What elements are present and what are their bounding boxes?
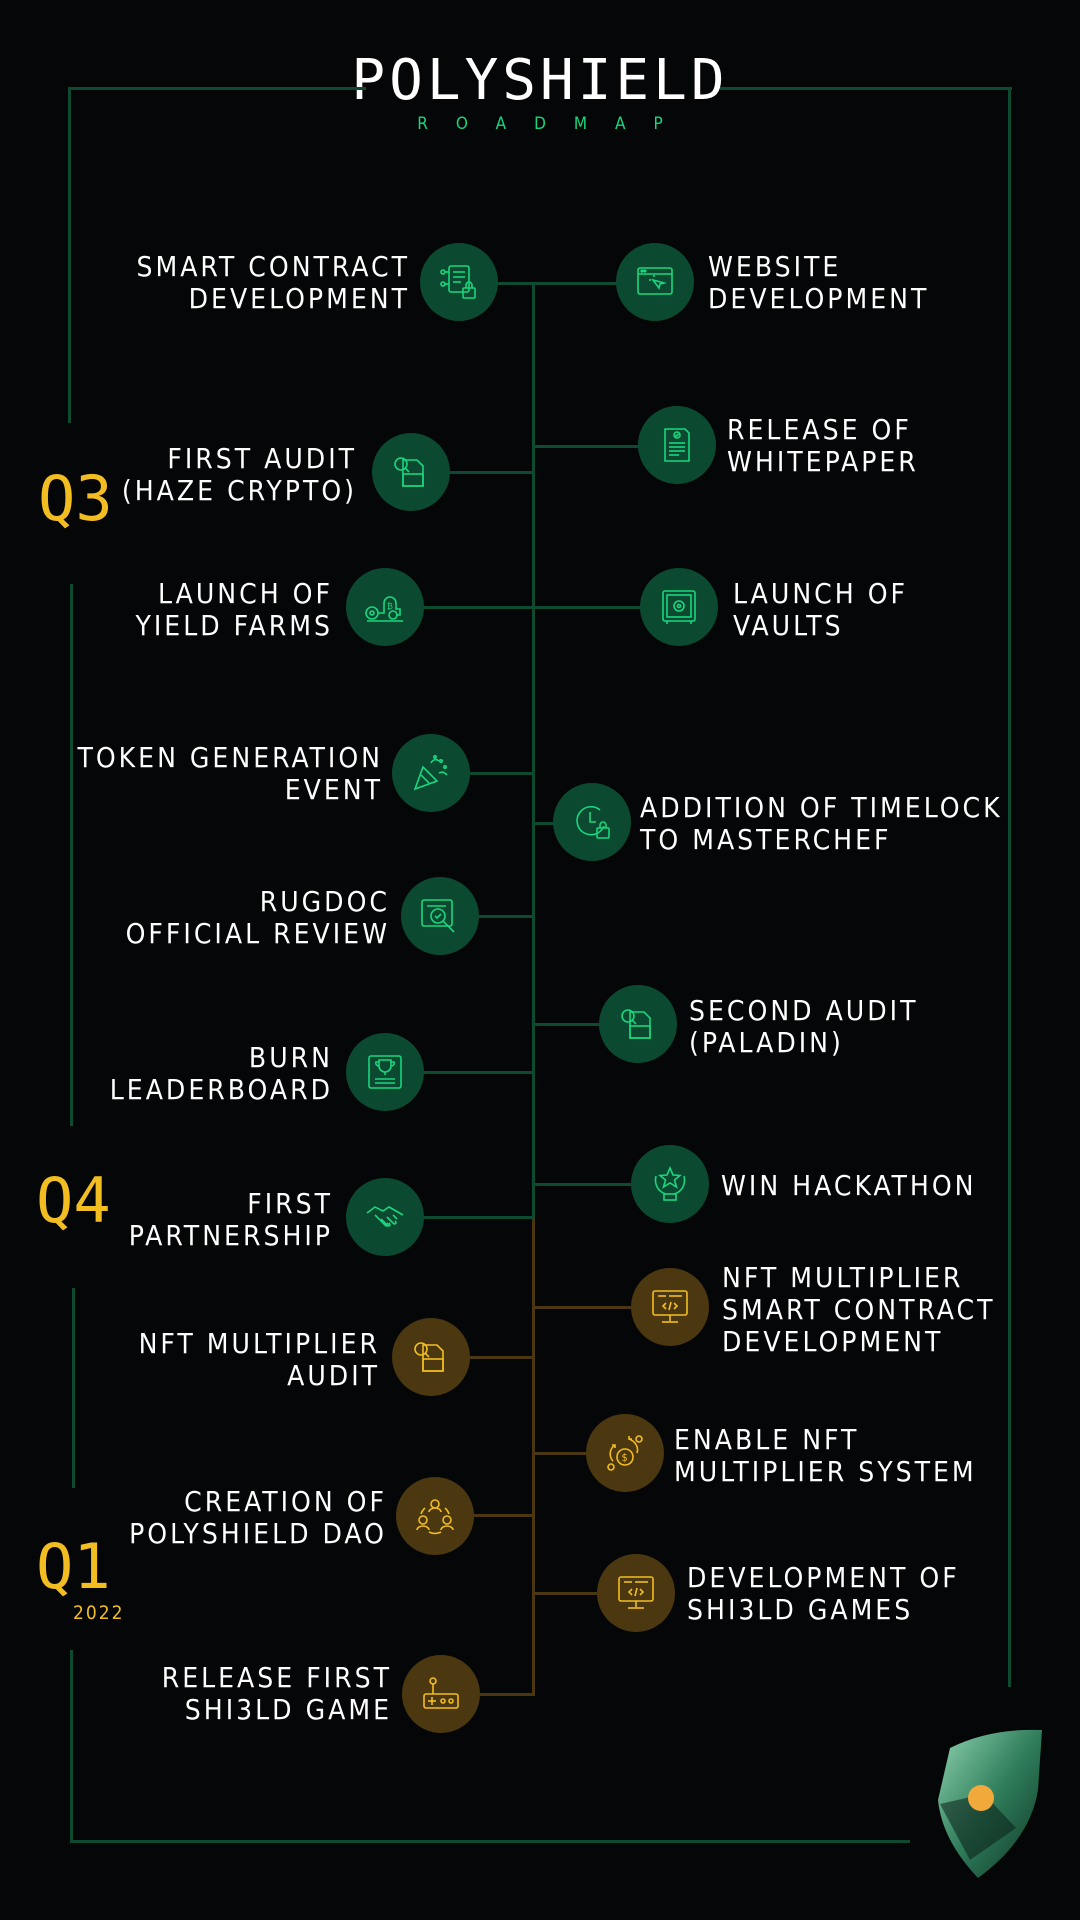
money-growth-icon: $ [586,1414,664,1492]
connector [446,471,534,474]
milestone-label: NFT MULTIPLIER AUDIT [138,1327,380,1392]
audit-icon [599,985,677,1063]
frame-top-left [68,87,366,90]
frame-top-right [720,87,1012,90]
website-icon [616,243,694,321]
connector [533,1306,631,1309]
connector [420,606,644,609]
handshake-icon [346,1178,424,1256]
quarter-q1: Q1 [36,1530,111,1603]
timelock-icon [553,783,631,861]
timeline-spine-gold [532,1218,535,1696]
quarter-q3: Q3 [38,462,113,535]
milestone-label: SECOND AUDIT (PALADIN) [689,994,919,1059]
milestone-label: RUGDOC OFFICIAL REVIEW [125,885,390,950]
document-icon [638,406,716,484]
connector [533,1023,601,1026]
milestone-label: LAUNCH OF VAULTS [733,577,909,642]
community-icon [396,1477,474,1555]
quarter-q4: Q4 [36,1164,111,1237]
connector [470,772,534,775]
connector [420,1216,534,1219]
milestone-label: NFT MULTIPLIER SMART CONTRACT DEVELOPMEN… [722,1261,996,1358]
party-icon [392,734,470,812]
audit-icon [392,1318,470,1396]
connector [420,1071,534,1074]
milestone-label: RELEASE OF WHITEPAPER [727,413,919,478]
frame-left-upper [68,87,71,423]
milestone-label: BURN LEADERBOARD [109,1041,333,1106]
code-monitor-icon [597,1554,675,1632]
milestone-label: FIRST PARTNERSHIP [128,1187,333,1252]
milestone-label: TOKEN GENERATION EVENT [77,741,383,806]
joystick-icon [402,1655,480,1733]
milestone-label: CREATION OF POLYSHIELD DAO [129,1485,387,1550]
frame-bottom [70,1840,910,1843]
frame-right [1008,87,1011,1687]
milestone-label: LAUNCH OF YIELD FARMS [135,577,333,642]
milestone-label: WIN HACKATHON [721,1169,977,1202]
connector [533,445,641,448]
milestone-label: DEVELOPMENT OF SHI3LD GAMES [687,1561,960,1626]
milestone-label: RELEASE FIRST SHI3LD GAME [161,1661,392,1726]
connector [533,1183,631,1186]
svg-text:₿: ₿ [387,602,393,611]
quarter-year: 2022 [73,1602,125,1624]
connector [533,822,557,825]
milestone-label: ENABLE NFT MULTIPLIER SYSTEM [674,1423,977,1488]
frame-left-mid [70,584,73,1126]
review-icon [401,877,479,955]
milestone-label: SMART CONTRACT DEVELOPMENT [136,250,410,315]
connector [472,1514,534,1517]
milestone-label: FIRST AUDIT (HAZE CRYPTO) [121,442,357,507]
roadmap-subtitle: ROADMAP [417,114,691,134]
contract-icon [420,243,498,321]
code-monitor-icon [631,1268,709,1346]
frame-left-lower [72,1288,75,1488]
connector [533,1452,587,1455]
polyshield-logo [938,1729,1042,1878]
roadmap-title: POLYSHIELD [351,48,729,113]
frame-left-bottom [70,1650,73,1842]
connector [466,1356,534,1359]
vault-icon [640,568,718,646]
award-icon [631,1145,709,1223]
audit-icon [372,433,450,511]
svg-text:$: $ [622,1451,628,1464]
connector [478,1693,534,1696]
farm-icon: ₿ [346,568,424,646]
connector [533,1592,597,1595]
milestone-label: ADDITION OF TIMELOCK TO MASTERCHEF [640,791,1003,856]
timeline-spine-green [532,282,535,1218]
connector [476,915,534,918]
connector [494,282,624,285]
trophy-icon [346,1033,424,1111]
milestone-label: WEBSITE DEVELOPMENT [708,250,930,315]
